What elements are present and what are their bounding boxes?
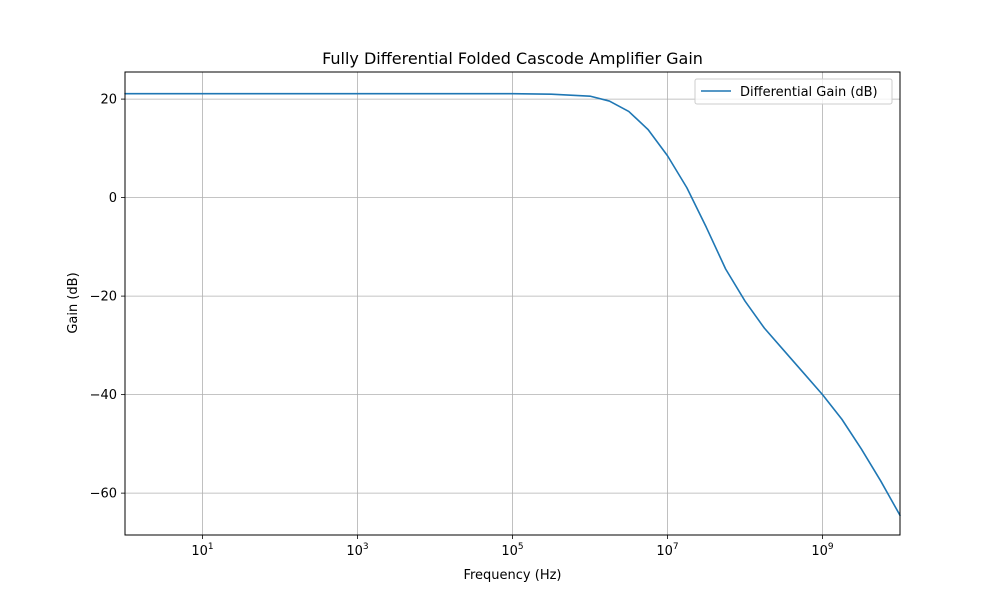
data-point [647,129,649,131]
data-point [434,93,436,95]
legend: Differential Gain (dB) [694,78,893,105]
data-point [667,155,669,157]
data-point [822,394,824,396]
y-axis-label: Gain (dB) [66,272,81,333]
data-point [841,418,843,420]
data-point [802,372,804,374]
x-axis-label: Frequency (Hz) [463,568,561,583]
data-point [725,268,727,270]
y-tick-label: −60 [90,487,117,502]
data-point [783,349,785,351]
y-tick-label: −40 [90,388,117,403]
data-point [628,111,630,113]
data-point [550,93,552,95]
data-point [705,226,707,228]
x-tick-label: 101 [191,542,213,559]
grid-lines [125,72,900,535]
data-point [860,448,862,450]
data-point [686,187,688,189]
x-tick-label: 107 [656,542,678,559]
data-point [744,300,746,302]
data-point [357,93,359,95]
data-point [589,95,591,97]
y-tick-label: 20 [100,93,117,108]
data-point [880,480,882,482]
y-tick-label: 0 [109,191,117,206]
data-point [202,93,204,95]
legend-box [694,78,893,105]
legend-label: Differential Gain (dB) [740,85,878,100]
chart-title: Fully Differential Folded Cascode Amplif… [322,49,703,68]
data-point [279,93,281,95]
series-line [124,92,901,517]
axis-ticks: 101 103 105 107 109 20 0 −20 −40 −60 [90,93,834,559]
data-point [512,93,514,95]
y-tick-label: −20 [90,290,117,305]
series-lines [124,92,901,517]
x-tick-label: 103 [346,542,368,559]
data-point [609,100,611,102]
x-tick-label: 109 [811,542,834,559]
x-tick-label: 105 [501,542,523,559]
data-point [764,327,766,329]
